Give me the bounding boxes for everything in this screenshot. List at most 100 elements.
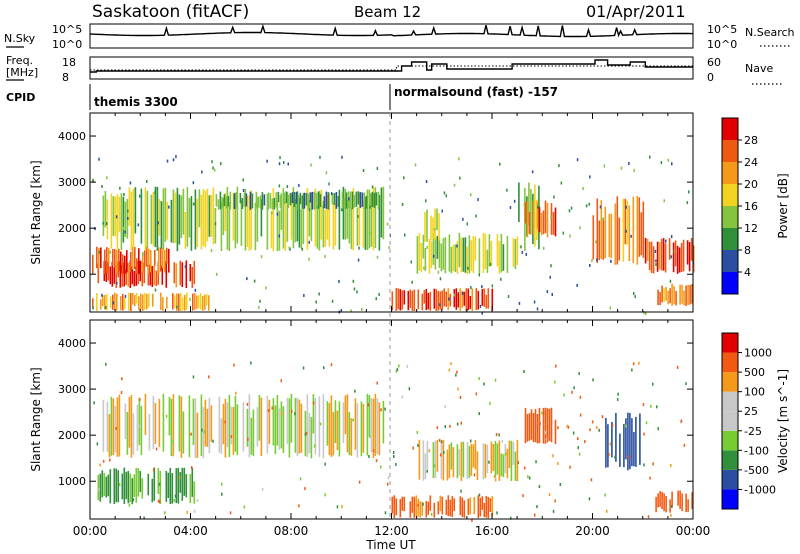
- colorbar-segment: [722, 184, 738, 206]
- velocity-axes: 1000 2000 3000 4000 Slant Range [km]: [29, 320, 694, 519]
- colorbar-segment: [722, 162, 738, 184]
- station-title: Saskatoon (fitACF): [92, 2, 249, 22]
- noise-left-tick-top: 10^5: [52, 23, 82, 36]
- data-region-13: [657, 283, 693, 306]
- colorbar-tick-label: 8: [744, 244, 751, 257]
- nave-tick-top: 60: [707, 56, 721, 69]
- colorbar-tick-label: 28: [744, 134, 758, 147]
- colorbar-segment: [722, 430, 738, 451]
- date-label: 01/Apr/2011: [586, 2, 686, 21]
- data-region-5: [524, 407, 557, 445]
- colorbar-segment: [722, 450, 738, 470]
- noise-sky-line: [89, 23, 693, 38]
- data-region-2: [102, 393, 385, 459]
- data-region-8: [424, 208, 440, 242]
- colorbar-segment: [722, 250, 738, 272]
- data-region-3: [92, 246, 170, 275]
- colorbar-tick-label: -25: [744, 425, 762, 438]
- y-tick-label: 4000: [58, 337, 86, 350]
- velocity-data-layer: [93, 361, 693, 522]
- colorbar-label: Velocity [m s^-1]: [776, 369, 790, 473]
- colorbar-tick-label: -500: [744, 464, 769, 477]
- y-tick-label: 3000: [58, 383, 86, 396]
- beam-label: Beam 12: [354, 3, 421, 21]
- y-tick-label: 4000: [58, 130, 86, 143]
- colorbar-segment: [722, 469, 738, 490]
- x-tick-label: 08:00: [274, 524, 309, 538]
- data-region-4: [418, 439, 519, 482]
- x-axis-label: Time UT: [365, 538, 416, 552]
- colorbar-tick-label: 100: [744, 386, 765, 399]
- freq-tick-bottom: 8: [62, 71, 69, 84]
- freq-tick-top: 18: [62, 56, 76, 69]
- scatter-points: [92, 155, 694, 315]
- cpid-program-2: normalsound (fast) -157: [394, 85, 558, 99]
- colorbar-tick-label: 12: [744, 222, 758, 235]
- colorbar-segment: [722, 118, 738, 140]
- data-region-7: [655, 490, 693, 513]
- y-tick-label: 1000: [58, 268, 86, 281]
- data-region-6: [391, 288, 494, 312]
- scatter-points: [93, 361, 687, 522]
- frequency-line: [90, 59, 693, 73]
- colorbar-segment: [722, 352, 738, 373]
- y-axis-label: Slant Range [km]: [29, 367, 43, 471]
- freq-panel-frame: [89, 56, 694, 80]
- colorbar-frame: [721, 332, 739, 510]
- noise-search-label: N.Search: [745, 26, 795, 39]
- colorbar-tick-label: 4: [744, 266, 751, 279]
- colorbar-segment: [722, 228, 738, 250]
- y-axis-label: Slant Range [km]: [29, 160, 43, 264]
- data-region-1: [92, 292, 210, 311]
- colorbar-tick-label: -100: [744, 444, 769, 457]
- colorbar-tick-label: 16: [744, 200, 758, 213]
- x-tick-label: 12:00: [374, 524, 409, 538]
- colorbar-tick-label: 25: [744, 405, 758, 418]
- data-region-5: [215, 191, 380, 210]
- colorbar-label: Power [dB]: [776, 173, 790, 238]
- nave-tick-bottom: 0: [707, 71, 714, 84]
- data-region-11: [592, 196, 645, 265]
- time-axis-ticks: 00:00 04:00 08:00 12:00 16:00 20:00 00:00: [73, 524, 711, 538]
- x-tick-label: 00:00: [676, 524, 711, 538]
- noise-right-tick-top: 10^5: [707, 23, 737, 36]
- noise-sky-label: N.Sky: [4, 32, 36, 45]
- y-tick-label: 2000: [58, 222, 86, 235]
- colorbar-segment: [722, 411, 738, 431]
- cpid-label: CPID: [6, 91, 35, 104]
- y-tick-label: 3000: [58, 176, 86, 189]
- colorbar-segment: [722, 272, 738, 294]
- x-tick-label: 16:00: [475, 524, 510, 538]
- colorbar-tick-label: 24: [744, 156, 758, 169]
- x-tick-label: 04:00: [173, 524, 208, 538]
- colorbar-tick-label: -1000: [744, 483, 776, 496]
- data-region-3: [391, 495, 494, 519]
- data-region-4: [102, 186, 385, 252]
- power-data-layer: [92, 155, 695, 315]
- data-region-10: [524, 200, 557, 238]
- colorbar-segment: [722, 391, 738, 412]
- colorbar-tick-label: 1000: [744, 347, 772, 360]
- colorbar-segment: [722, 206, 738, 228]
- y-tick-label: 2000: [58, 429, 86, 442]
- colorbar-tick-label: 500: [744, 366, 765, 379]
- data-region-7: [416, 232, 519, 275]
- nave-dotted-line: [90, 65, 693, 71]
- noise-left-tick-bottom: 10^0: [52, 38, 82, 51]
- data-region-6: [605, 412, 641, 471]
- colorbar-segment: [722, 372, 738, 392]
- noise-right-tick-bottom: 10^0: [707, 38, 737, 51]
- x-tick-label: 00:00: [73, 524, 108, 538]
- y-tick-label: 1000: [58, 475, 86, 488]
- colorbar-tick-label: 20: [744, 178, 758, 191]
- freq-label: Freq.: [6, 54, 33, 67]
- colorbar-segment: [722, 333, 738, 353]
- power-colorbar: 4 8 12 16 20 24 28 Power [dB]: [721, 117, 790, 295]
- power-axes: 1000 2000 3000 4000 Slant Range [km]: [29, 113, 694, 312]
- noise-panel-frame: [89, 23, 694, 49]
- freq-unit-label: [MHz]: [6, 66, 38, 79]
- colorbar-segment: [722, 140, 738, 162]
- colorbar-segment: [722, 489, 738, 509]
- data-region-1: [97, 467, 196, 505]
